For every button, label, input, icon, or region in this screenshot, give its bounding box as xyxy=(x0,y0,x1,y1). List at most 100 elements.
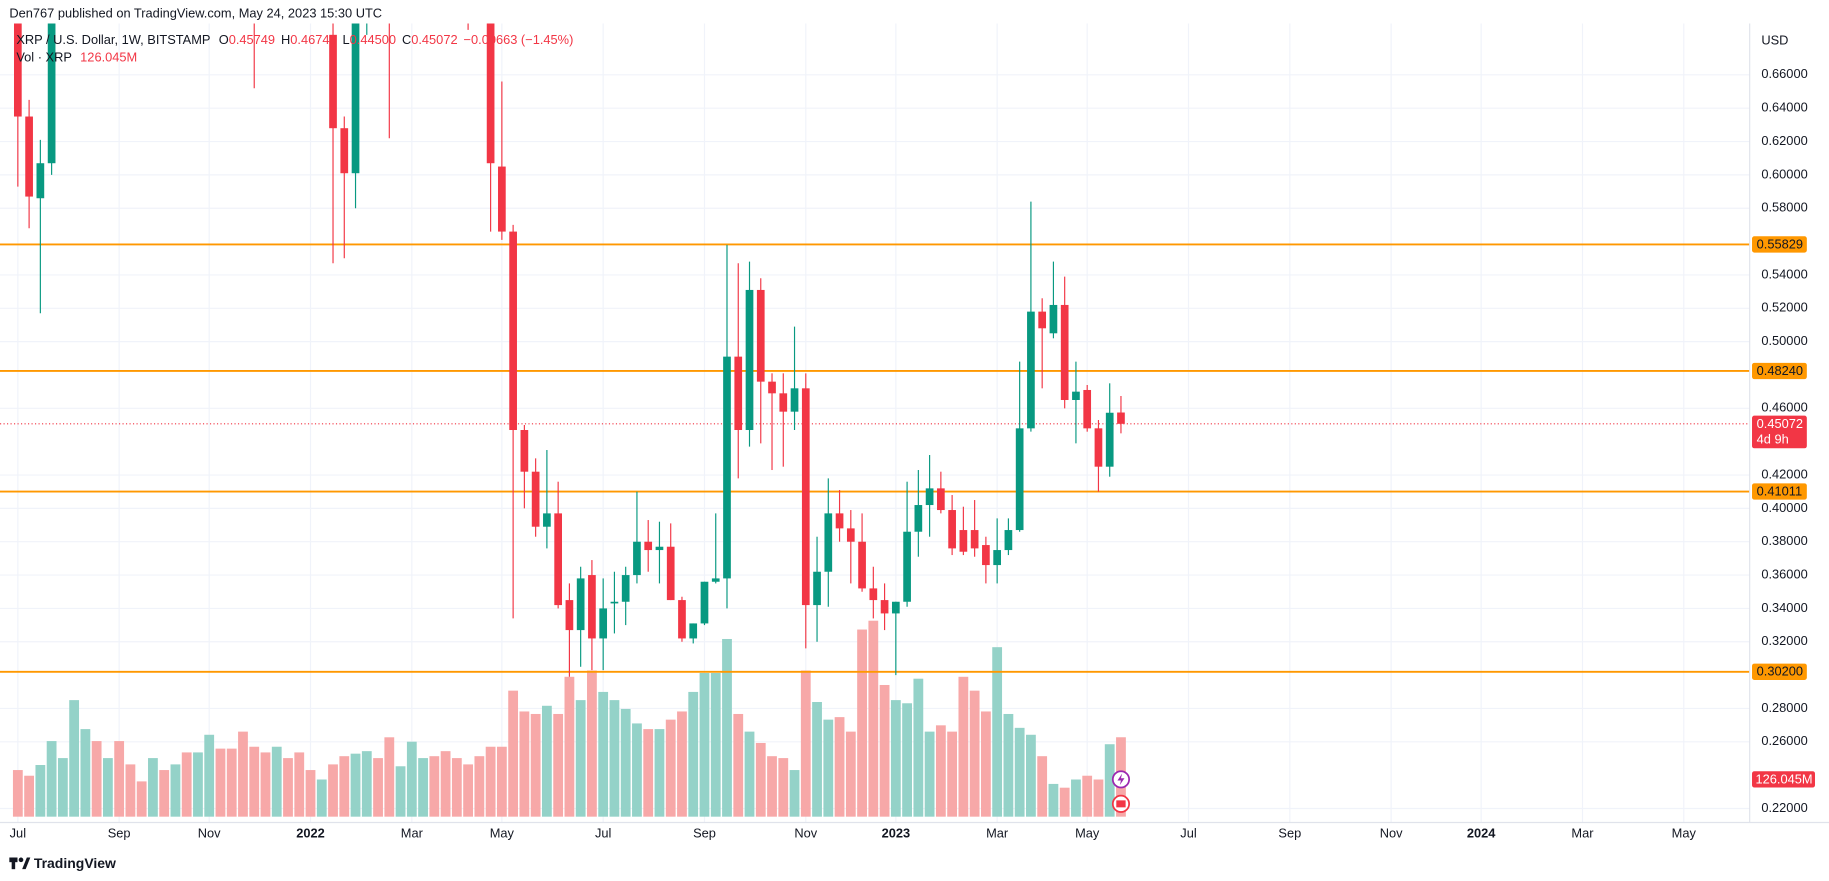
volume-bar xyxy=(91,741,102,817)
logo: TradingView xyxy=(9,855,116,871)
volume-bar xyxy=(46,741,57,817)
volume-bar xyxy=(406,741,417,817)
y-tick-label: 0.26000 xyxy=(1761,733,1807,748)
candle-body xyxy=(1027,311,1035,429)
volume-bar xyxy=(474,756,485,817)
volume-bar xyxy=(1048,783,1059,817)
volume-pane xyxy=(12,620,1126,817)
volume-bar xyxy=(913,678,924,817)
candle-body xyxy=(543,513,551,527)
volume-bar xyxy=(688,691,699,817)
y-tick-label: 0.28000 xyxy=(1761,700,1807,715)
volume-bar xyxy=(249,746,260,817)
volume-bar xyxy=(125,764,136,817)
y-tick-label: 0.62000 xyxy=(1761,133,1807,148)
volume-bar xyxy=(226,748,237,817)
logo-mark xyxy=(22,857,31,870)
candle-body xyxy=(621,575,630,602)
candle-body xyxy=(824,513,833,572)
y-tick-label: 0.38000 xyxy=(1761,533,1807,548)
x-tick-label: Sep xyxy=(1278,826,1301,841)
volume-bar xyxy=(339,756,350,817)
level-badge xyxy=(1752,362,1807,380)
candle-body xyxy=(644,541,653,551)
volume-bar xyxy=(1082,775,1093,817)
x-tick-label: Mar xyxy=(1571,826,1594,841)
candle-body xyxy=(351,23,360,174)
x-tick-label: 2024 xyxy=(1467,826,1496,841)
level-badge xyxy=(1752,663,1807,680)
logo-mark xyxy=(11,857,16,870)
volume-bar xyxy=(710,673,721,817)
volume-bar xyxy=(553,713,564,817)
level-label: 0.48240 xyxy=(1757,363,1803,378)
event-icon-glyph xyxy=(1117,773,1125,786)
volume-bar xyxy=(1059,787,1070,817)
candle-body xyxy=(689,623,698,639)
candle-body xyxy=(846,528,855,542)
candle-body xyxy=(1049,304,1058,334)
volume-bar xyxy=(755,742,766,817)
countdown-label: 4d 9h xyxy=(1757,432,1789,447)
candle-body xyxy=(486,23,495,164)
volume-bar xyxy=(12,770,23,817)
candle-body xyxy=(1105,412,1114,467)
volume-bar xyxy=(699,673,710,817)
candle-body xyxy=(1038,311,1047,329)
candle-body xyxy=(700,581,709,624)
volume-bar xyxy=(69,700,80,817)
candle-body xyxy=(790,388,799,412)
level-label: 0.30200 xyxy=(1757,664,1803,679)
y-tick-label: 0.66000 xyxy=(1761,66,1807,81)
level-label: 0.55829 xyxy=(1757,236,1803,251)
candle-body xyxy=(948,510,956,549)
volume-bar xyxy=(879,684,890,817)
volume-bar xyxy=(902,703,912,817)
x-tick-label: Jul xyxy=(595,826,611,841)
volume-title: Vol · XRP xyxy=(16,50,72,65)
volume-bar xyxy=(845,731,856,817)
candle-body xyxy=(531,471,540,527)
volume-bar xyxy=(575,700,586,817)
x-tick-label: 2022 xyxy=(296,826,325,841)
y-tick-label: 0.34000 xyxy=(1761,600,1807,615)
volume-bar xyxy=(947,731,958,817)
volume-bar xyxy=(778,758,789,817)
volume-bar xyxy=(260,752,271,817)
candle-body xyxy=(711,578,720,582)
volume-bar xyxy=(992,647,1003,817)
volume-bar xyxy=(148,758,158,817)
volume-bar xyxy=(812,702,822,817)
y-tick-label: 0.58000 xyxy=(1761,200,1807,215)
volume-bar xyxy=(632,723,642,817)
candle-body xyxy=(678,600,686,639)
y-tick-label: 0.36000 xyxy=(1761,566,1807,581)
legend-value: 0.45749 xyxy=(229,32,275,47)
volume-bar xyxy=(654,729,665,817)
volume-bar xyxy=(733,713,744,817)
candle-body xyxy=(329,34,337,129)
volume-badge xyxy=(1752,771,1816,788)
volume-bar xyxy=(643,729,654,817)
candle-body xyxy=(937,488,945,511)
volume-bar xyxy=(440,751,451,817)
volume-bar xyxy=(429,756,440,817)
x-tick-label: Mar xyxy=(401,826,424,841)
volume-bar xyxy=(136,781,147,817)
volume-bar xyxy=(620,708,631,817)
volume-bar xyxy=(857,629,867,817)
y-tick-label: 0.50000 xyxy=(1761,333,1807,348)
volume-bar xyxy=(384,737,395,817)
candle-body xyxy=(1117,412,1125,424)
volume-bar xyxy=(598,691,609,817)
candle-body xyxy=(914,505,923,532)
volume-bar xyxy=(102,758,113,817)
candle-body xyxy=(509,231,517,431)
legend-label: L xyxy=(343,32,350,47)
candle-body xyxy=(13,23,22,117)
volume-bar xyxy=(800,670,811,817)
volume-bar xyxy=(294,752,305,817)
volume-bar xyxy=(215,748,226,817)
candle-body xyxy=(982,545,990,566)
candle-body xyxy=(869,588,878,601)
